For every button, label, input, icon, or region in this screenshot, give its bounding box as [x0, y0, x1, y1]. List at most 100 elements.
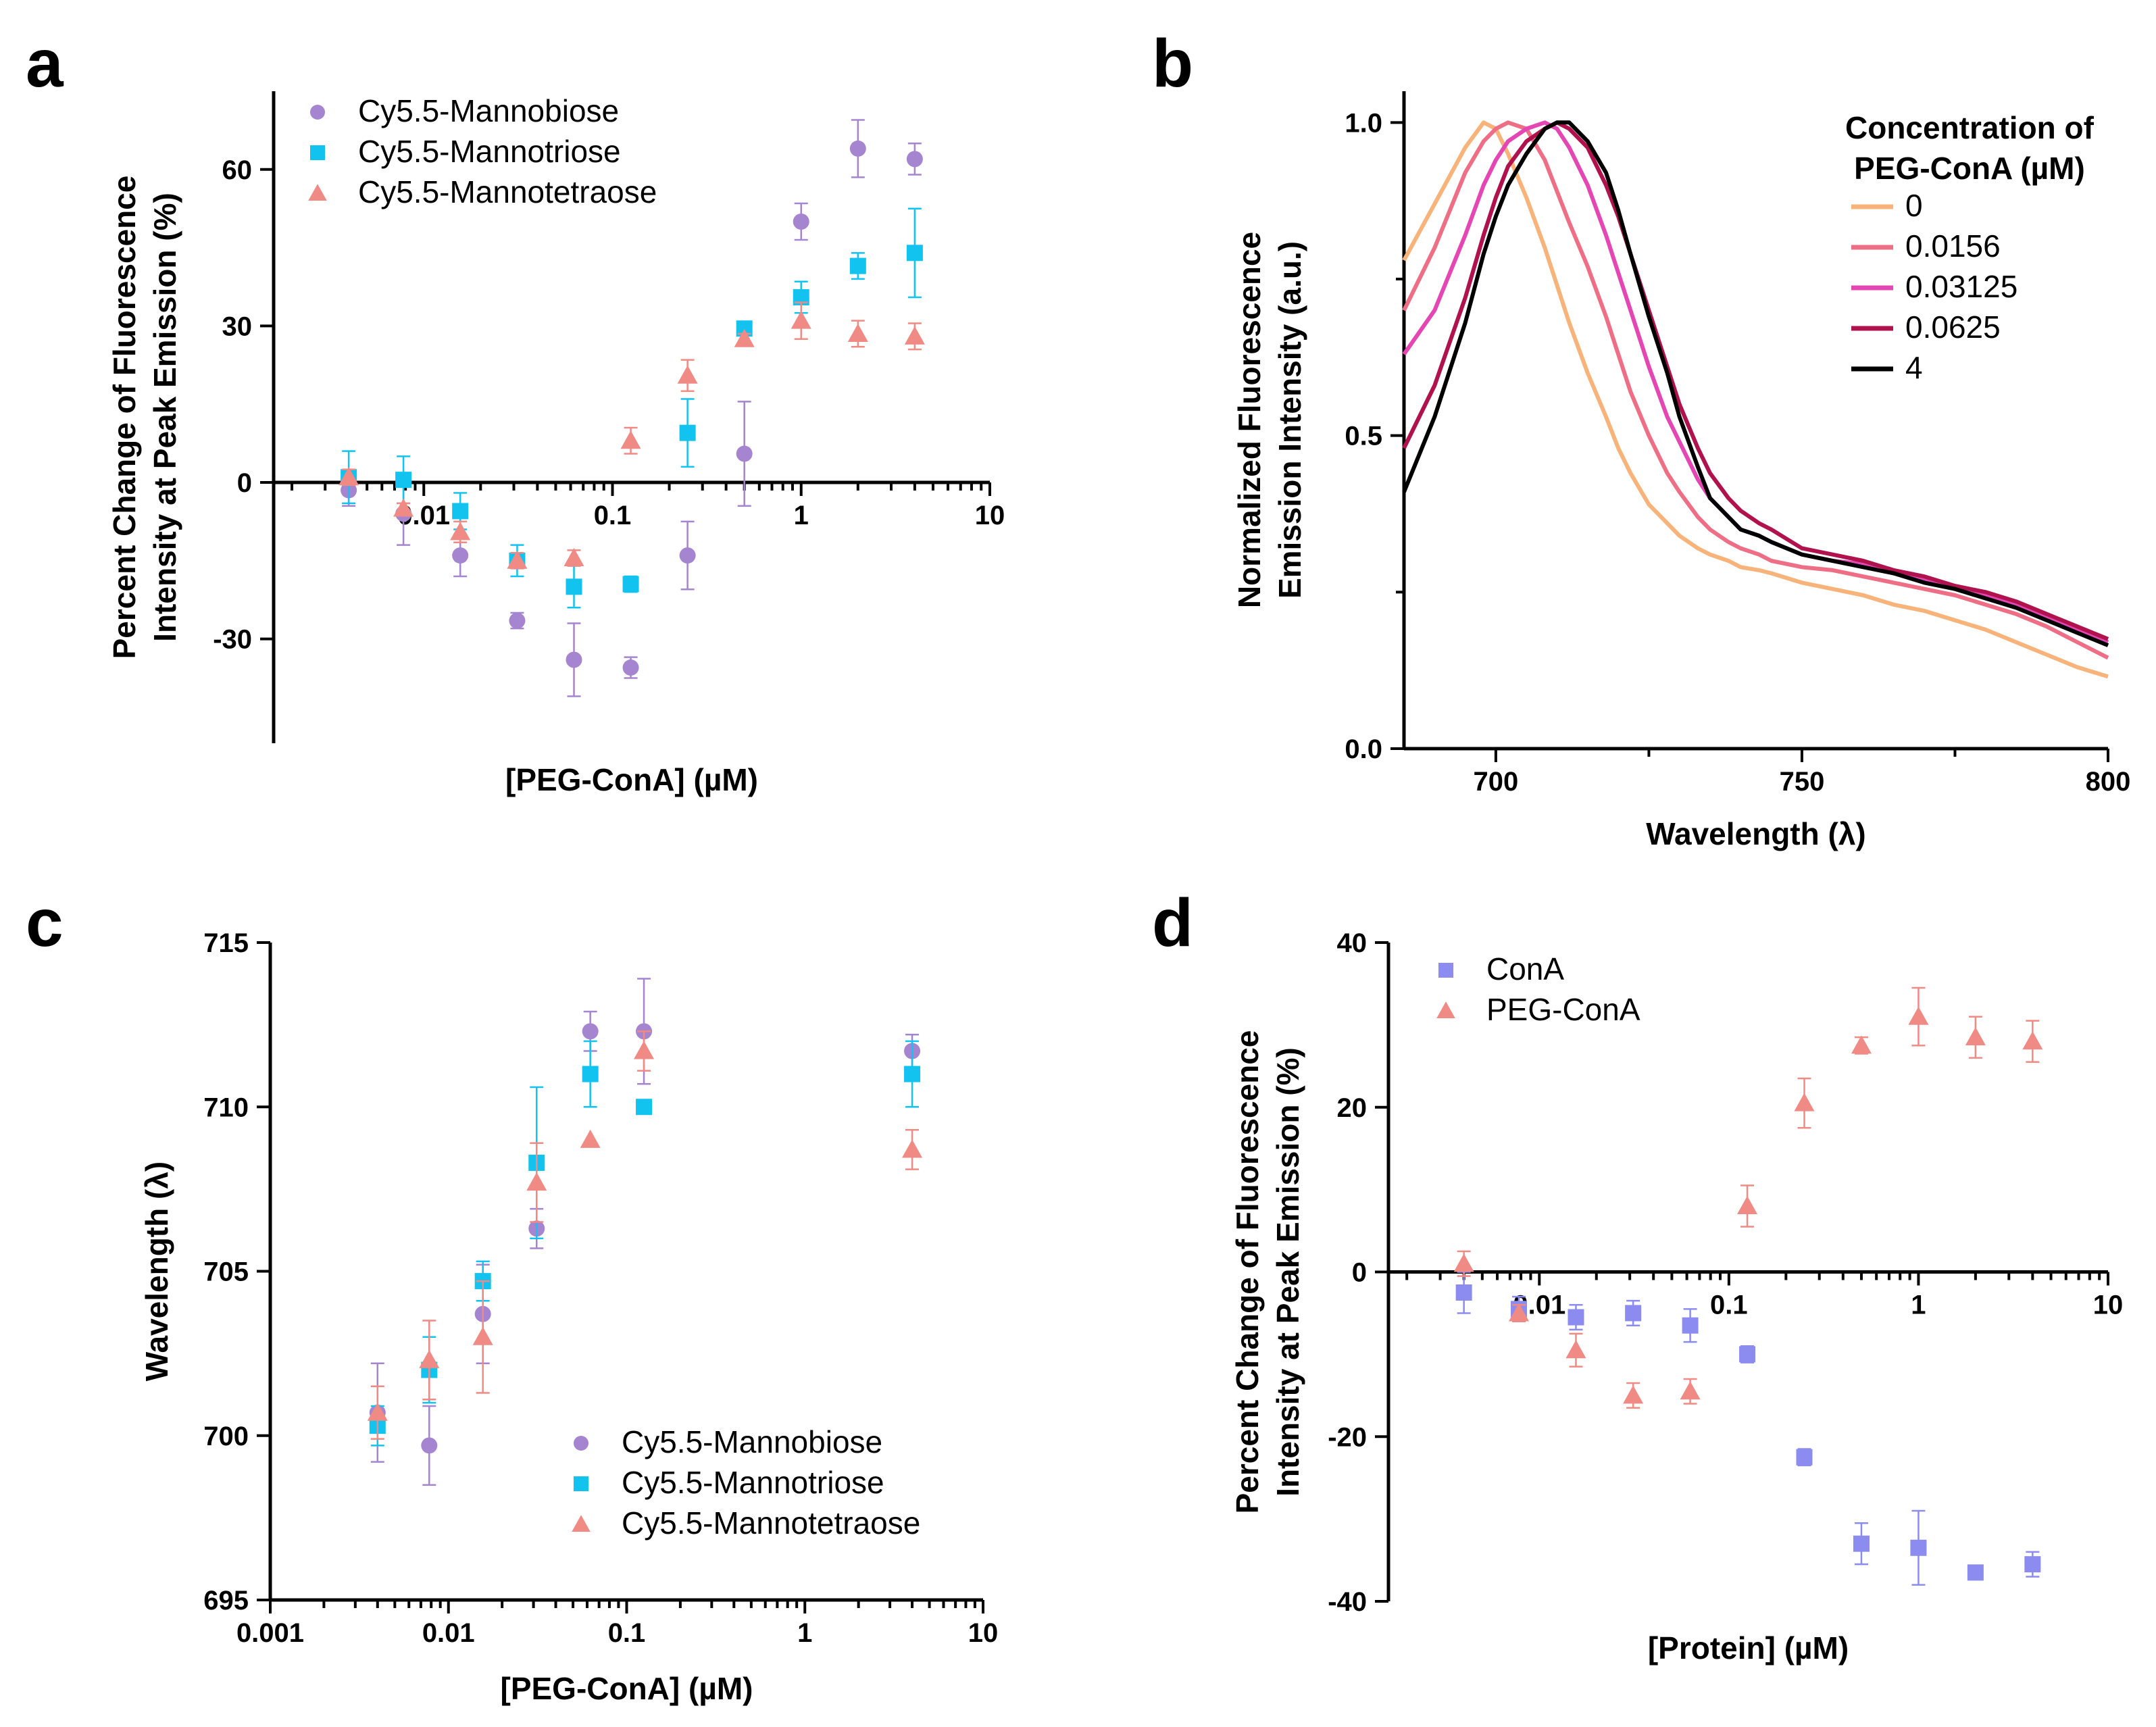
x-axis-title: [Protein] (µM) [1648, 1630, 1849, 1666]
data-point [849, 140, 866, 157]
y-tick-label: 715 [203, 928, 249, 958]
legend-marker [310, 145, 325, 160]
data-point [902, 1139, 923, 1158]
panel-letter-a: a [26, 26, 64, 101]
data-point [582, 1023, 599, 1040]
series-Cy5.5-Mannotetraose [339, 301, 925, 570]
y-tick-label: 0.0 [1345, 734, 1382, 764]
y-tick-label: 0.5 [1345, 422, 1382, 451]
data-point [2022, 1031, 2043, 1050]
legend-label: Cy5.5-Mannobiose [358, 93, 619, 128]
y-tick-label: 0 [1352, 1258, 1367, 1288]
legend-marker [1438, 963, 1453, 978]
legend-marker [308, 184, 327, 201]
data-point [622, 576, 639, 593]
legend-label: PEG-ConA [1486, 992, 1640, 1027]
series-line-0.03125 [1402, 120, 2109, 645]
y-tick-label: 40 [1337, 928, 1368, 958]
data-point [1910, 1539, 1927, 1556]
series-line-4 [1402, 120, 2109, 647]
legend-marker [310, 105, 325, 120]
x-axis-title: Wavelength (λ) [1646, 816, 1865, 851]
legend-label: 4 [1905, 350, 1923, 385]
x-tick-label: 0.1 [594, 501, 632, 530]
x-axis-title: [PEG-ConA] (µM) [505, 762, 758, 797]
data-point [1737, 1196, 1758, 1214]
data-point [452, 503, 469, 520]
y-tick-label: 20 [1337, 1093, 1368, 1123]
data-point [582, 1066, 599, 1082]
x-tick-label: 0.1 [1710, 1291, 1748, 1320]
data-point [904, 326, 925, 345]
series-line-0.0156 [1402, 120, 2109, 660]
y-axis-title: Normalized Fluorescence [1232, 232, 1267, 608]
x-tick-label: 1 [797, 1618, 812, 1648]
data-point [906, 151, 923, 168]
data-point [419, 1349, 440, 1368]
data-point [1623, 1385, 1644, 1404]
y-tick-label: 710 [203, 1093, 249, 1122]
data-point [636, 1099, 653, 1116]
legend-marker [1436, 1001, 1455, 1018]
data-point [1568, 1309, 1584, 1326]
y-tick-label: 700 [203, 1422, 249, 1451]
x-tick-label: 0.001 [236, 1618, 304, 1648]
series-Cy5.5-Mannotriose [341, 207, 923, 609]
y-axis-title: Intensity at Peak Emission (%) [1270, 1047, 1305, 1497]
x-tick-label: 700 [1474, 767, 1519, 797]
panel-letter-b: b [1152, 26, 1193, 101]
data-point [634, 1041, 655, 1059]
legend-label: Cy5.5-Mannotriose [358, 134, 621, 169]
series-Cy5.5-Mannobiose [341, 119, 923, 697]
x-tick-label: 10 [968, 1618, 999, 1648]
data-point [1794, 1093, 1815, 1111]
series-PEG-ConA [1453, 986, 2043, 1409]
data-point [452, 547, 469, 564]
data-point [1965, 1027, 1986, 1046]
data-point [736, 445, 753, 462]
data-point [791, 310, 811, 329]
data-point [472, 1326, 493, 1345]
legend-marker [574, 1476, 588, 1491]
series-line-0 [1402, 120, 2109, 679]
series-Cy5.5-Mannotetraose [367, 1030, 923, 1440]
legend-label: Cy5.5-Mannobiose [622, 1424, 882, 1459]
data-point [622, 659, 639, 676]
legend-title: Concentration of [1845, 110, 2095, 145]
data-point [620, 430, 641, 449]
legend-label: 0.0625 [1905, 309, 2001, 345]
x-tick-label: 750 [1780, 767, 1825, 797]
data-point [367, 1402, 388, 1421]
data-point [1509, 1303, 1530, 1322]
data-point [677, 365, 698, 384]
y-tick-label: -30 [213, 625, 252, 655]
data-point [1796, 1449, 1813, 1466]
y-tick-label: -40 [1328, 1587, 1367, 1617]
y-tick-label: 695 [203, 1586, 249, 1616]
x-tick-label: 1 [794, 501, 809, 530]
y-axis-title: Percent Change of Fluorescence [1230, 1030, 1265, 1514]
data-point [679, 547, 696, 564]
data-point [847, 323, 868, 342]
data-point [849, 257, 866, 274]
data-point [580, 1129, 601, 1148]
series-Cy5.5-Mannotriose [369, 1040, 921, 1447]
y-axis-title: Percent Change of Fluorescence [107, 176, 142, 659]
chart-b: 0.0 0.5 1.0 700 750 800 Wavelength (λ) Normaliz… [1232, 91, 2130, 851]
data-point [734, 328, 755, 347]
data-point [507, 550, 528, 569]
data-point [566, 578, 582, 595]
y-axis-title: Intensity at Peak Emission (%) [147, 193, 182, 642]
x-tick-label: 10 [2093, 1291, 2124, 1320]
data-point [1680, 1381, 1701, 1400]
data-point [421, 1437, 438, 1454]
data-point [1853, 1535, 1870, 1552]
y-tick-label: 705 [203, 1257, 249, 1287]
data-point [1455, 1284, 1472, 1301]
x-tick-label: 800 [2086, 767, 2131, 797]
panel-letter-d: d [1152, 885, 1193, 961]
data-point [1739, 1346, 1756, 1363]
